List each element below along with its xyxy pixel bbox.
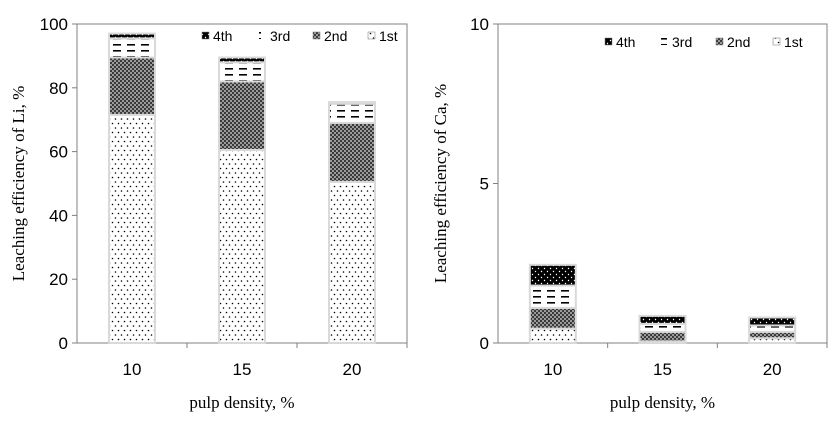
legend-label: 2nd bbox=[324, 28, 347, 44]
legend-label: 4th bbox=[616, 34, 635, 50]
y-tick-label: 40 bbox=[49, 206, 68, 225]
li-chart-panel: 0 20 40 60 80 100 10 15 20 pulp density, % Leachin… bbox=[9, 15, 408, 412]
bar-segment-3rd bbox=[638, 322, 687, 333]
y-axis-title: Leaching efficiency of Ca, % bbox=[431, 84, 450, 283]
bar-segment-4th bbox=[748, 316, 797, 327]
bar-segment-4th bbox=[328, 101, 376, 105]
legend-label: 3rd bbox=[672, 34, 692, 50]
legend: 4th 3rd 2nd 1st bbox=[604, 34, 803, 50]
y-tick-label: 0 bbox=[59, 334, 68, 353]
y-tick-label: 0 bbox=[480, 334, 489, 353]
y-tick-label: 100 bbox=[40, 15, 68, 34]
x-tick-label: 20 bbox=[763, 360, 782, 379]
bar-segment-3rd bbox=[218, 61, 266, 83]
bar-segment-1st bbox=[528, 327, 577, 344]
bar-segment-3rd bbox=[528, 284, 577, 309]
bar-segment-2nd bbox=[108, 56, 156, 116]
bar-segment-3rd bbox=[108, 37, 156, 59]
bar-segment-4th bbox=[638, 314, 687, 325]
x-tick-label: 10 bbox=[123, 360, 142, 379]
y-tick-label: 5 bbox=[480, 175, 489, 194]
legend-swatch-4th bbox=[201, 31, 210, 40]
bar-segment-1st bbox=[218, 149, 266, 344]
bar-segment-1st bbox=[328, 180, 376, 344]
x-tick-label: 10 bbox=[543, 360, 562, 379]
y-tick-label: 60 bbox=[49, 143, 68, 162]
legend-swatch-1st bbox=[772, 37, 781, 46]
legend-label: 2nd bbox=[727, 34, 750, 50]
y-tick-label: 10 bbox=[470, 15, 489, 34]
legend-swatch-2nd bbox=[312, 31, 321, 40]
x-tick-label: 15 bbox=[233, 360, 252, 379]
ca-chart-panel: 0 5 10 10 15 20 pulp density, % Leaching effici… bbox=[431, 15, 828, 412]
x-tick-label: 15 bbox=[653, 360, 672, 379]
y-tick-label: 80 bbox=[49, 79, 68, 98]
bar-segment-3rd bbox=[328, 102, 376, 124]
bar-segment-4th bbox=[108, 32, 156, 40]
x-tick-label: 20 bbox=[343, 360, 362, 379]
legend-swatch-1st bbox=[367, 31, 376, 40]
legend-label: 3rd bbox=[270, 28, 290, 44]
x-axis-title: pulp density, % bbox=[189, 393, 294, 412]
legend-swatch-4th bbox=[604, 37, 613, 46]
y-tick-label: 20 bbox=[49, 270, 68, 289]
legend-swatch-3rd bbox=[259, 32, 266, 39]
legend-label: 4th bbox=[213, 28, 232, 44]
bar-segment-1st bbox=[108, 113, 156, 345]
legend: 4th 3rd 2nd 1st bbox=[201, 28, 398, 44]
legend-label: 1st bbox=[379, 28, 398, 44]
bar-segment-4th bbox=[528, 263, 577, 287]
x-axis-title: pulp density, % bbox=[610, 393, 715, 412]
bar-segment-4th bbox=[218, 56, 266, 64]
legend-swatch-3rd bbox=[661, 38, 668, 45]
legend-swatch-2nd bbox=[715, 37, 724, 46]
y-axis-title: Leaching efficiency of Li, % bbox=[9, 86, 28, 282]
bar-segment-2nd bbox=[328, 121, 376, 183]
bar-segment-2nd bbox=[528, 306, 577, 330]
bar-segment-2nd bbox=[638, 330, 687, 343]
legend-label: 1st bbox=[784, 34, 803, 50]
bar-segment-2nd bbox=[218, 80, 266, 152]
